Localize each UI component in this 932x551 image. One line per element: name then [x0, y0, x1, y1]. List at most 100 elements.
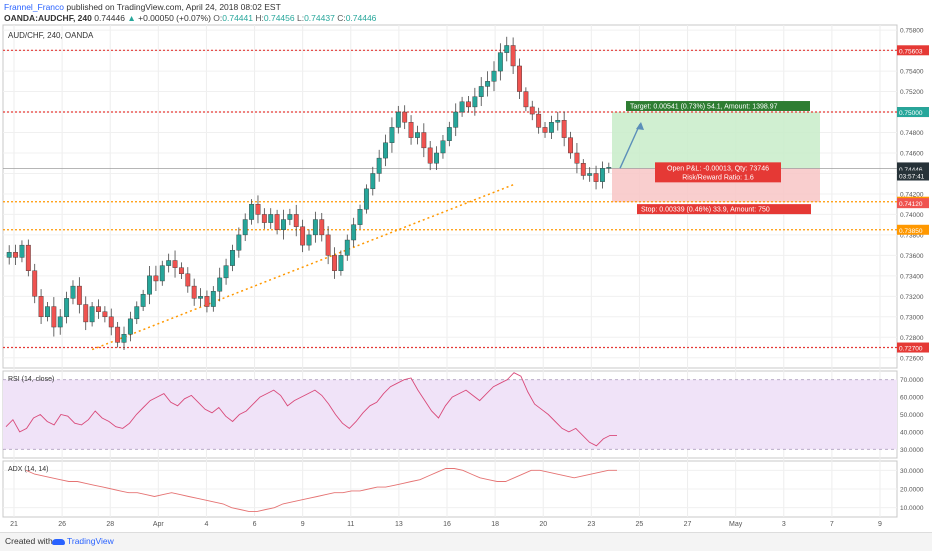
candle-body: [376, 157, 382, 174]
level-price-tag: [897, 45, 929, 56]
adx-tick-label: 10.0000: [900, 505, 924, 512]
candle-body: [236, 234, 242, 251]
x-tick-label: 23: [587, 521, 595, 528]
target-zone: [612, 112, 820, 169]
candle-body: [127, 318, 133, 335]
pnl-label: Open P&L: -0.00013, Qty: 73746: [667, 165, 769, 172]
adx-pane[interactable]: ADX (14, 14): [8, 466, 617, 512]
y-tick-label: 0.75800: [900, 28, 924, 35]
candle-body: [261, 214, 267, 223]
rsi-pane[interactable]: RSI (14, close): [3, 372, 897, 450]
stop-label-box: [637, 204, 811, 215]
y-tick-label: 0.75400: [900, 69, 924, 76]
candle-body: [255, 203, 261, 215]
candle-body: [363, 188, 369, 210]
candle-body: [249, 203, 255, 220]
candle-body: [453, 111, 459, 128]
price-tag: [897, 163, 929, 174]
candle-body: [185, 273, 191, 287]
axes: 21 26 28 Apr 4 6 9 11 13 16 18 20 23 25 27 May 3 7 9 0.7260…: [10, 28, 929, 528]
risk-reward-label: Risk/Reward Ratio: 1.6: [682, 174, 754, 181]
candle-body: [370, 173, 376, 190]
candle-body: [421, 132, 427, 149]
price-tag-label: 0.74446: [899, 167, 923, 174]
candle-body: [115, 326, 121, 343]
rsi-tick-label: 70.0000: [900, 377, 924, 384]
rsi-band-fill: [3, 379, 897, 450]
candle-body: [580, 163, 586, 176]
chart-header: Frannel_Franco published on TradingView.…: [4, 2, 376, 24]
level-price-tag: [897, 224, 929, 235]
trendline: [91, 183, 517, 351]
chart-canvas[interactable]: AUD/CHF, 240, OANDA Target: 0.00541 (0.73…: [0, 0, 932, 532]
candle-body: [6, 252, 12, 258]
price-tag: [897, 198, 929, 209]
candle-body: [383, 142, 388, 159]
candle-body: [434, 152, 440, 164]
candle-body: [510, 45, 516, 67]
candle-body: [491, 70, 497, 82]
candle-body: [140, 294, 146, 307]
candle-body: [210, 291, 216, 307]
y-tick-label: 0.74000: [900, 212, 924, 219]
rsi-line: [5, 372, 617, 447]
y-tick-label: 0.74200: [900, 191, 924, 198]
x-tick-label: 28: [106, 521, 114, 528]
candle-body: [230, 250, 235, 266]
candle-body: [172, 260, 178, 268]
x-tick-label: Apr: [153, 521, 165, 528]
chart-title: AUD/CHF, 240, OANDA: [8, 31, 94, 40]
footer-bar: Created with TradingView: [0, 532, 932, 551]
rsi-tick-label: 40.0000: [900, 429, 924, 436]
candle-body: [281, 219, 286, 230]
candle-body: [51, 306, 57, 328]
price-pane[interactable]: AUD/CHF, 240, OANDA Target: 0.00541 (0.73…: [3, 31, 897, 351]
author-link[interactable]: Frannel_Franco: [4, 2, 65, 12]
candle-body: [542, 127, 548, 133]
created-with-label: Created with: [5, 536, 53, 546]
candle-body: [485, 81, 491, 87]
candle-body: [446, 127, 452, 141]
x-tick-label: 27: [684, 521, 692, 528]
price-tag: [897, 107, 929, 118]
level-price-label: 0.75603: [899, 48, 923, 55]
tradingview-logo[interactable]: TradingView: [52, 536, 114, 546]
candle-body: [408, 122, 414, 138]
candle-body: [153, 275, 159, 282]
x-tick-label: 20: [539, 521, 547, 528]
candle-body: [121, 334, 127, 343]
candle-body: [217, 277, 223, 292]
rsi-tick-label: 30.0000: [900, 447, 924, 454]
candle-body: [147, 275, 152, 295]
candle-body: [312, 219, 318, 236]
candle-body: [242, 219, 248, 236]
candle-body: [332, 255, 337, 271]
candle-body: [191, 285, 197, 299]
target-label: Target: 0.00541 (0.73%) 54.1, Amount: 13…: [630, 104, 778, 111]
adx-tick-label: 30.0000: [900, 468, 924, 475]
candle-body: [178, 267, 184, 275]
candle-body: [19, 244, 25, 258]
stop-label: Stop: 0.00339 (0.46%) 33.9, Amount: 750: [641, 207, 770, 214]
candle-body: [293, 214, 299, 227]
price-tag-label: 0.74120: [899, 201, 923, 208]
candle-body: [64, 298, 70, 318]
candle-body: [599, 168, 605, 182]
x-tick-label: 9: [878, 521, 882, 528]
price-change: +0.00050 (+0.07%): [138, 13, 211, 23]
x-tick-label: 18: [491, 521, 499, 528]
candle-body: [606, 167, 612, 169]
candle-body: [319, 219, 325, 236]
low-value: 0.74437: [304, 13, 335, 23]
rsi-title: RSI (14, close): [8, 376, 54, 383]
candle-body: [504, 45, 510, 53]
price-tag: [897, 170, 929, 181]
candle-body: [166, 260, 172, 266]
candle-body: [415, 132, 420, 138]
x-tick-label: 7: [830, 521, 834, 528]
candle-body: [440, 140, 446, 154]
x-tick-label: 4: [204, 521, 208, 528]
high-value: 0.74456: [263, 13, 295, 23]
y-tick-label: 0.73200: [900, 294, 924, 301]
x-tick-label: 25: [636, 521, 644, 528]
